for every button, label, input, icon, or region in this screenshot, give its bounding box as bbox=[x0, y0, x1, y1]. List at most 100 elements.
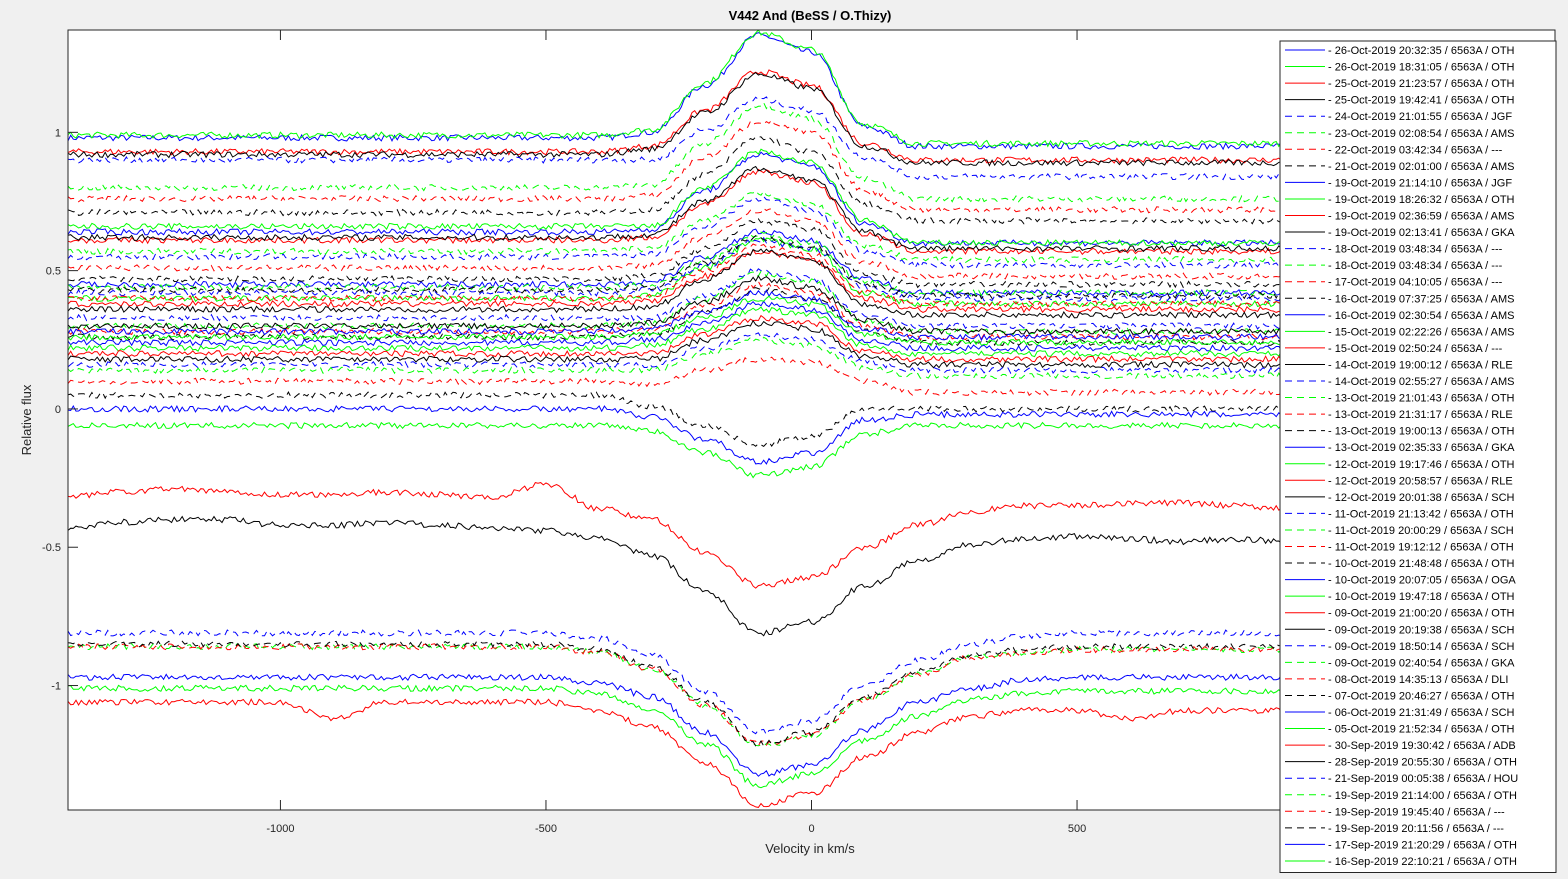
legend-label: - 19-Sep-2019 20:11:56 / 6563A / --- bbox=[1328, 823, 1504, 835]
chart-title: V442 And (BeSS / O.Thizy) bbox=[729, 8, 892, 23]
legend-item[interactable]: - 24-Oct-2019 21:01:55 / 6563A / JGF bbox=[1285, 111, 1512, 123]
legend-label: - 25-Oct-2019 21:23:57 / 6563A / OTH bbox=[1328, 78, 1515, 90]
legend-label: - 09-Oct-2019 18:50:14 / 6563A / SCH bbox=[1328, 641, 1515, 653]
legend-item[interactable]: - 25-Oct-2019 21:23:57 / 6563A / OTH bbox=[1285, 78, 1515, 90]
legend-item[interactable]: - 23-Oct-2019 02:08:54 / 6563A / AMS bbox=[1285, 128, 1515, 140]
legend-label: - 12-Oct-2019 20:01:38 / 6563A / SCH bbox=[1328, 492, 1515, 504]
legend-label: - 09-Oct-2019 20:19:38 / 6563A / SCH bbox=[1328, 624, 1515, 636]
legend-label: - 12-Oct-2019 19:17:46 / 6563A / OTH bbox=[1328, 459, 1515, 471]
legend-item[interactable]: - 12-Oct-2019 20:01:38 / 6563A / SCH bbox=[1285, 492, 1515, 504]
legend-item[interactable]: - 28-Sep-2019 20:55:30 / 6563A / OTH bbox=[1285, 757, 1517, 769]
legend-label: - 28-Sep-2019 20:55:30 / 6563A / OTH bbox=[1328, 757, 1517, 769]
legend-item[interactable]: - 16-Oct-2019 07:37:25 / 6563A / AMS bbox=[1285, 293, 1515, 305]
legend-item[interactable]: - 19-Sep-2019 19:45:40 / 6563A / --- bbox=[1285, 806, 1505, 818]
legend-item[interactable]: - 30-Sep-2019 19:30:42 / 6563A / ADB bbox=[1285, 740, 1516, 752]
legend-item[interactable]: - 15-Oct-2019 02:22:26 / 6563A / AMS bbox=[1285, 326, 1515, 338]
legend-item[interactable]: - 19-Sep-2019 20:11:56 / 6563A / --- bbox=[1285, 823, 1504, 835]
legend-label: - 19-Oct-2019 02:13:41 / 6563A / GKA bbox=[1328, 227, 1515, 239]
legend-label: - 19-Oct-2019 21:14:10 / 6563A / JGF bbox=[1328, 177, 1512, 189]
legend-item[interactable]: - 05-Oct-2019 21:52:34 / 6563A / OTH bbox=[1285, 724, 1515, 736]
legend-item[interactable]: - 09-Oct-2019 18:50:14 / 6563A / SCH bbox=[1285, 641, 1515, 653]
legend-item[interactable]: - 11-Oct-2019 21:13:42 / 6563A / OTH bbox=[1285, 508, 1514, 520]
legend-item[interactable]: - 17-Oct-2019 04:10:05 / 6563A / --- bbox=[1285, 277, 1503, 289]
legend-item[interactable]: - 11-Oct-2019 19:12:12 / 6563A / OTH bbox=[1285, 542, 1514, 554]
legend-label: - 23-Oct-2019 02:08:54 / 6563A / AMS bbox=[1328, 128, 1515, 140]
legend-label: - 13-Oct-2019 02:35:33 / 6563A / GKA bbox=[1328, 442, 1515, 454]
legend-item[interactable]: - 06-Oct-2019 21:31:49 / 6563A / SCH bbox=[1285, 707, 1515, 719]
legend-label: - 05-Oct-2019 21:52:34 / 6563A / OTH bbox=[1328, 724, 1515, 736]
legend-label: - 26-Oct-2019 18:31:05 / 6563A / OTH bbox=[1328, 62, 1515, 74]
legend-label: - 08-Oct-2019 14:35:13 / 6563A / DLI bbox=[1328, 674, 1508, 686]
legend-label: - 09-Oct-2019 21:00:20 / 6563A / OTH bbox=[1328, 608, 1515, 620]
legend-label: - 30-Sep-2019 19:30:42 / 6563A / ADB bbox=[1328, 740, 1516, 752]
legend-item[interactable]: - 10-Oct-2019 20:07:05 / 6563A / OGA bbox=[1285, 575, 1516, 587]
legend-item[interactable]: - 14-Oct-2019 19:00:12 / 6563A / RLE bbox=[1285, 359, 1513, 371]
legend-item[interactable]: - 18-Oct-2019 03:48:34 / 6563A / --- bbox=[1285, 260, 1503, 272]
legend-item[interactable]: - 19-Oct-2019 18:26:32 / 6563A / OTH bbox=[1285, 194, 1515, 206]
legend-item[interactable]: - 21-Sep-2019 00:05:38 / 6563A / HOU bbox=[1285, 773, 1518, 785]
y-tick-label: -0.5 bbox=[42, 542, 61, 554]
legend-item[interactable]: - 25-Oct-2019 19:42:41 / 6563A / OTH bbox=[1285, 95, 1515, 107]
legend-item[interactable]: - 13-Oct-2019 21:31:17 / 6563A / RLE bbox=[1285, 409, 1513, 421]
legend-item[interactable]: - 26-Oct-2019 20:32:35 / 6563A / OTH bbox=[1285, 45, 1515, 57]
legend-label: - 19-Oct-2019 02:36:59 / 6563A / AMS bbox=[1328, 211, 1515, 223]
legend-item[interactable]: - 19-Oct-2019 02:13:41 / 6563A / GKA bbox=[1285, 227, 1515, 239]
series-line-14 bbox=[68, 190, 1555, 264]
legend-label: - 11-Oct-2019 19:12:12 / 6563A / OTH bbox=[1328, 542, 1514, 554]
legend-item[interactable]: - 17-Sep-2019 21:20:29 / 6563A / OTH bbox=[1285, 839, 1517, 851]
y-tick-label: 1 bbox=[55, 127, 61, 139]
series-line-48 bbox=[68, 235, 1555, 300]
legend-item[interactable]: - 08-Oct-2019 14:35:13 / 6563A / DLI bbox=[1285, 674, 1508, 686]
legend-label: - 19-Sep-2019 21:14:00 / 6563A / OTH bbox=[1328, 790, 1517, 802]
x-axis-label: Velocity in km/s bbox=[765, 841, 855, 856]
series-line-5 bbox=[68, 96, 1555, 181]
legend-label: - 18-Oct-2019 03:48:34 / 6563A / --- bbox=[1328, 244, 1503, 256]
legend-item[interactable]: - 09-Oct-2019 20:19:38 / 6563A / SCH bbox=[1285, 624, 1515, 636]
legend-item[interactable]: - 19-Oct-2019 02:36:59 / 6563A / AMS bbox=[1285, 211, 1515, 223]
legend-item[interactable]: - 21-Oct-2019 02:01:00 / 6563A / AMS bbox=[1285, 161, 1515, 173]
legend-item[interactable]: - 09-Oct-2019 21:00:20 / 6563A / OTH bbox=[1285, 608, 1515, 620]
legend-item[interactable]: - 26-Oct-2019 18:31:05 / 6563A / OTH bbox=[1285, 62, 1515, 74]
legend-label: - 26-Oct-2019 20:32:35 / 6563A / OTH bbox=[1328, 45, 1515, 57]
legend-label: - 16-Sep-2019 22:10:21 / 6563A / OTH bbox=[1328, 856, 1517, 868]
legend-item[interactable]: - 19-Sep-2019 21:14:00 / 6563A / OTH bbox=[1285, 790, 1517, 802]
legend-label: - 13-Oct-2019 21:31:17 / 6563A / RLE bbox=[1328, 409, 1513, 421]
legend-label: - 17-Sep-2019 21:20:29 / 6563A / OTH bbox=[1328, 839, 1517, 851]
legend-label: - 17-Oct-2019 04:10:05 / 6563A / --- bbox=[1328, 277, 1503, 289]
legend-item[interactable]: - 11-Oct-2019 20:00:29 / 6563A / SCH bbox=[1285, 525, 1514, 537]
x-tick-label: -1000 bbox=[266, 823, 294, 835]
legend-label: - 14-Oct-2019 02:55:27 / 6563A / AMS bbox=[1328, 376, 1515, 388]
legend-item[interactable]: - 10-Oct-2019 21:48:48 / 6563A / OTH bbox=[1285, 558, 1515, 570]
y-tick-label: 0.5 bbox=[46, 266, 61, 278]
legend-label: - 15-Oct-2019 02:22:26 / 6563A / AMS bbox=[1328, 326, 1515, 338]
legend-item[interactable]: - 18-Oct-2019 03:48:34 / 6563A / --- bbox=[1285, 244, 1503, 256]
series-line-47 bbox=[68, 243, 1555, 308]
legend-box bbox=[1279, 40, 1557, 873]
legend-label: - 16-Oct-2019 07:37:25 / 6563A / AMS bbox=[1328, 293, 1515, 305]
legend-item[interactable]: - 15-Oct-2019 02:50:24 / 6563A / --- bbox=[1285, 343, 1503, 355]
y-axis-label: Relative flux bbox=[19, 384, 34, 455]
x-tick-label: 500 bbox=[1068, 823, 1086, 835]
legend-item[interactable]: - 12-Oct-2019 19:17:46 / 6563A / OTH bbox=[1285, 459, 1515, 471]
series-line-6 bbox=[68, 101, 1555, 203]
legend-item[interactable]: - 13-Oct-2019 21:01:43 / 6563A / OTH bbox=[1285, 393, 1515, 405]
x-tick-label: -500 bbox=[535, 823, 557, 835]
legend-item[interactable]: - 19-Oct-2019 21:14:10 / 6563A / JGF bbox=[1285, 177, 1512, 189]
legend-item[interactable]: - 14-Oct-2019 02:55:27 / 6563A / AMS bbox=[1285, 376, 1515, 388]
legend-item[interactable]: - 10-Oct-2019 19:47:18 / 6563A / OTH bbox=[1285, 591, 1515, 603]
legend-label: - 10-Oct-2019 20:07:05 / 6563A / OGA bbox=[1328, 575, 1516, 587]
legend-item[interactable]: - 13-Oct-2019 02:35:33 / 6563A / GKA bbox=[1285, 442, 1515, 454]
legend-item[interactable]: - 09-Oct-2019 02:40:54 / 6563A / GKA bbox=[1285, 657, 1515, 669]
legend-item[interactable]: - 16-Sep-2019 22:10:21 / 6563A / OTH bbox=[1285, 856, 1517, 868]
legend-item[interactable]: - 07-Oct-2019 20:46:27 / 6563A / OTH bbox=[1285, 690, 1515, 702]
legend-item[interactable]: - 12-Oct-2019 20:58:57 / 6563A / RLE bbox=[1285, 475, 1513, 487]
legend-item[interactable]: - 22-Oct-2019 03:42:34 / 6563A / --- bbox=[1285, 144, 1503, 156]
legend-item[interactable]: - 16-Oct-2019 02:30:54 / 6563A / AMS bbox=[1285, 310, 1515, 322]
legend-label: - 12-Oct-2019 20:58:57 / 6563A / RLE bbox=[1328, 475, 1513, 487]
x-tick-label: 0 bbox=[808, 823, 814, 835]
legend-label: - 10-Oct-2019 19:47:18 / 6563A / OTH bbox=[1328, 591, 1515, 603]
legend-label: - 11-Oct-2019 20:00:29 / 6563A / SCH bbox=[1328, 525, 1514, 537]
legend-label: - 25-Oct-2019 19:42:41 / 6563A / OTH bbox=[1328, 95, 1515, 107]
legend-item[interactable]: - 13-Oct-2019 19:00:13 / 6563A / OTH bbox=[1285, 426, 1515, 438]
